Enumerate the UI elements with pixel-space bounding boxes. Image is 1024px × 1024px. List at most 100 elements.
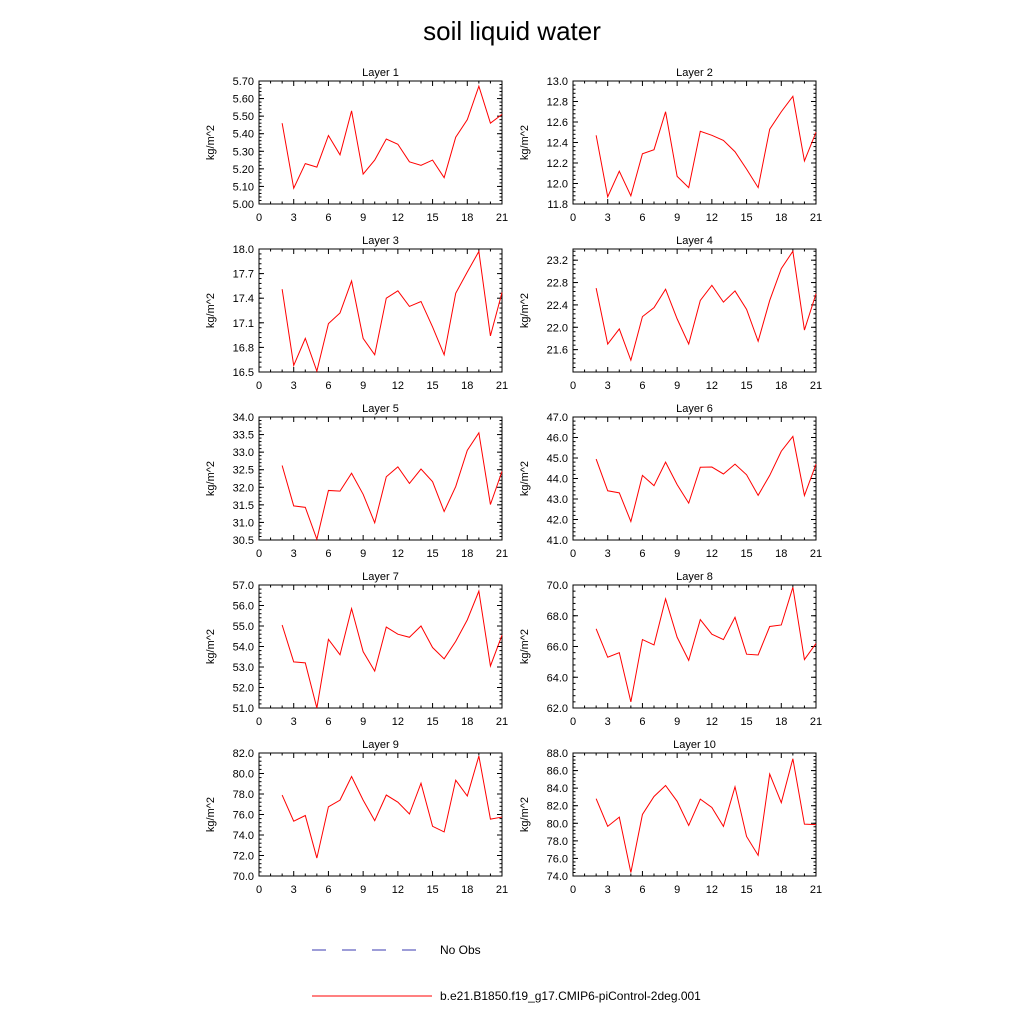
x-tick-label: 15 [426, 548, 438, 560]
x-tick-label: 18 [461, 548, 473, 560]
y-tick-label: 17.4 [233, 293, 254, 305]
x-tick-label: 12 [706, 548, 718, 560]
x-tick-label: 9 [360, 212, 366, 224]
y-tick-label: 74.0 [233, 830, 254, 842]
y-axis-label: kg/m^2 [205, 629, 217, 664]
x-tick-label: 9 [360, 884, 366, 896]
y-tick-label: 64.0 [547, 672, 568, 684]
y-tick-label: 11.8 [547, 199, 568, 211]
x-tick-label: 12 [706, 716, 718, 728]
x-tick-label: 0 [570, 380, 576, 392]
x-tick-label: 18 [775, 212, 787, 224]
y-tick-label: 56.0 [233, 601, 254, 613]
x-tick-label: 0 [570, 884, 576, 896]
y-tick-label: 32.0 [233, 482, 254, 494]
series-line [595, 95, 817, 199]
y-tick-label: 21.6 [547, 345, 568, 357]
series-line [281, 589, 503, 709]
x-tick-label: 6 [325, 380, 331, 392]
x-tick-label: 6 [325, 716, 331, 728]
panel-layer-6: Layer 6 0 3 6 9 12 15 18 21 41.0 42.0 43.0 44.0 45.0 4… [519, 403, 822, 560]
y-tick-label: 70.0 [547, 580, 568, 592]
y-tick-label: 80.0 [547, 818, 568, 830]
x-tick-label: 6 [325, 212, 331, 224]
x-tick-label: 15 [740, 548, 752, 560]
x-tick-label: 15 [426, 212, 438, 224]
y-axis-label: kg/m^2 [519, 125, 531, 160]
series-line [281, 249, 503, 373]
plot-frame [572, 248, 817, 373]
x-tick-label: 9 [674, 380, 680, 392]
plot-frame [258, 584, 503, 709]
y-tick-label: 52.0 [233, 683, 254, 695]
legend: No Obs b.e21.B1850.f19_g17.CMIP6-piContr… [312, 943, 701, 1003]
y-tick-label: 46.0 [547, 433, 568, 445]
x-tick-label: 21 [496, 548, 508, 560]
plot-frame [572, 584, 817, 709]
y-tick-label: 53.0 [233, 662, 254, 674]
x-tick-label: 3 [605, 380, 611, 392]
x-tick-label: 15 [740, 212, 752, 224]
x-tick-label: 21 [496, 884, 508, 896]
x-tick-label: 12 [706, 212, 718, 224]
x-tick-label: 9 [360, 716, 366, 728]
y-tick-label: 62.0 [547, 703, 568, 715]
y-tick-label: 12.2 [547, 158, 568, 170]
x-tick-label: 3 [291, 548, 297, 560]
y-tick-label: 51.0 [233, 703, 254, 715]
x-tick-label: 21 [810, 212, 822, 224]
x-tick-label: 12 [706, 380, 718, 392]
x-tick-label: 21 [810, 380, 822, 392]
x-tick-label: 12 [392, 884, 404, 896]
plot-frame [258, 416, 503, 541]
x-tick-label: 18 [775, 716, 787, 728]
x-tick-label: 6 [639, 884, 645, 896]
x-tick-label: 0 [256, 548, 262, 560]
y-axis-label: kg/m^2 [519, 293, 531, 328]
x-tick-label: 18 [461, 212, 473, 224]
y-tick-label: 78.0 [547, 836, 568, 848]
x-tick-label: 0 [256, 212, 262, 224]
y-tick-label: 12.6 [547, 117, 568, 129]
x-tick-label: 15 [740, 716, 752, 728]
y-tick-label: 22.4 [547, 300, 568, 312]
legend-label-no-obs: No Obs [440, 943, 481, 957]
x-tick-label: 3 [605, 884, 611, 896]
series-line [595, 587, 817, 702]
y-axis-label: kg/m^2 [205, 293, 217, 328]
y-tick-label: 30.5 [233, 535, 254, 547]
y-tick-label: 66.0 [547, 642, 568, 654]
y-tick-label: 16.5 [233, 367, 254, 379]
x-tick-label: 21 [810, 716, 822, 728]
x-tick-label: 6 [639, 548, 645, 560]
plot-frame [258, 248, 503, 373]
y-tick-label: 12.0 [547, 179, 568, 191]
y-tick-label: 22.0 [547, 322, 568, 334]
plot-frame [572, 416, 817, 541]
plot-frame [258, 752, 503, 877]
panel-title: Layer 6 [676, 403, 713, 415]
y-tick-label: 12.8 [547, 97, 568, 109]
y-tick-label: 44.0 [547, 474, 568, 486]
panel-layer-8: Layer 8 0 3 6 9 12 15 18 21 62.0 64.0 66.0 68.0 70.0 k… [519, 571, 822, 728]
x-tick-label: 9 [360, 380, 366, 392]
y-axis-label: kg/m^2 [205, 125, 217, 160]
x-tick-label: 3 [291, 884, 297, 896]
x-tick-label: 21 [496, 380, 508, 392]
x-tick-label: 0 [570, 212, 576, 224]
y-tick-label: 17.7 [233, 269, 254, 281]
x-tick-label: 6 [639, 212, 645, 224]
series-line [595, 758, 817, 873]
y-tick-label: 17.1 [233, 318, 254, 330]
y-tick-label: 33.0 [233, 447, 254, 459]
y-axis-label: kg/m^2 [519, 461, 531, 496]
y-tick-label: 34.0 [233, 412, 254, 424]
x-tick-label: 6 [325, 548, 331, 560]
panel-layer-2: Layer 2 0 3 6 9 12 15 18 21 11.8 12.0 12.2 12.4 12.6 1… [519, 67, 822, 224]
y-tick-label: 5.20 [233, 164, 254, 176]
x-tick-label: 15 [426, 716, 438, 728]
y-tick-label: 82.0 [547, 801, 568, 813]
y-tick-label: 43.0 [547, 494, 568, 506]
series-line [281, 755, 503, 859]
